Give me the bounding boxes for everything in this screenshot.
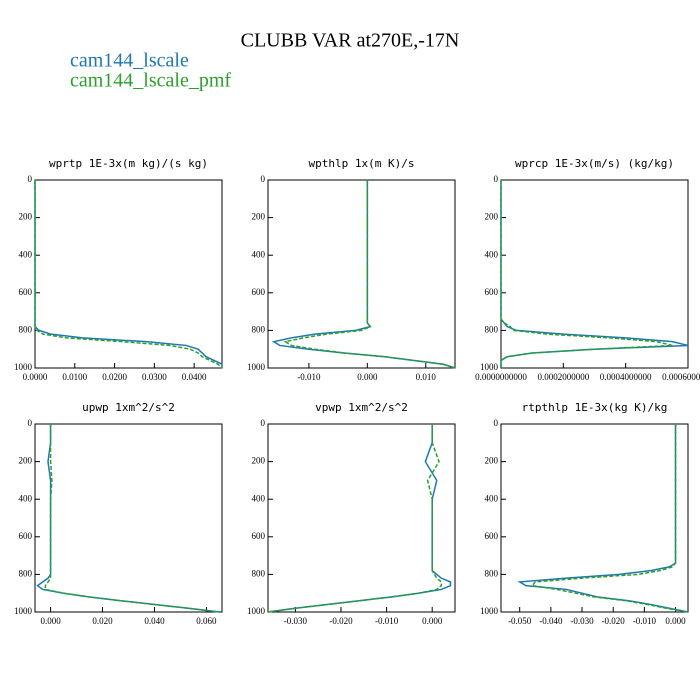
figure-title: CLUBB VAR at270E,-17N — [241, 30, 460, 52]
y-tick-label: 200 — [19, 456, 33, 466]
panel-title: wpthlp 1x(m K)/s — [309, 157, 415, 170]
panel-title: wprcp 1E-3x(m/s) (kg/kg) — [515, 157, 674, 170]
y-tick-label: 200 — [252, 456, 266, 466]
profile-line — [271, 180, 456, 369]
y-tick-label: 200 — [485, 212, 499, 222]
legend-entry: cam144_lscale — [70, 50, 189, 72]
x-tick-label: -0.050 — [508, 616, 532, 626]
y-tick-label: 400 — [252, 249, 266, 259]
x-tick-label: 0.0000 — [23, 372, 48, 382]
y-tick-label: 0 — [28, 174, 33, 184]
y-tick-label: 600 — [252, 531, 266, 541]
y-tick-label: 200 — [485, 456, 499, 466]
x-tick-label: 0.0006000000 — [662, 372, 700, 382]
x-tick-label: 0.060 — [196, 616, 217, 626]
y-tick-label: 0 — [494, 174, 499, 184]
profile-line — [44, 424, 220, 613]
panel-title: vpwp 1xm^2/s^2 — [315, 401, 408, 414]
x-tick-label: 0.0200 — [102, 372, 127, 382]
x-tick-label: 0.0000000000 — [475, 372, 527, 382]
profile-line — [267, 424, 452, 613]
x-tick-label: 0.000 — [665, 616, 686, 626]
profile-line — [34, 180, 223, 368]
y-tick-label: 600 — [19, 287, 33, 297]
x-tick-label: 0.040 — [144, 616, 165, 626]
plot-frame — [267, 179, 456, 369]
plot-frame — [500, 179, 689, 369]
x-tick-label: -0.030 — [570, 616, 594, 626]
x-tick-label: -0.010 — [297, 372, 321, 382]
x-tick-label: -0.030 — [284, 616, 308, 626]
plot-frame — [500, 423, 689, 613]
y-tick-label: 200 — [252, 212, 266, 222]
y-tick-label: 0 — [261, 418, 266, 428]
profile-line — [283, 180, 456, 369]
x-tick-label: 0.0400 — [182, 372, 207, 382]
profile-line — [34, 180, 223, 369]
profile-line — [500, 180, 673, 368]
x-tick-label: -0.020 — [602, 616, 626, 626]
y-tick-label: 400 — [19, 249, 33, 259]
x-tick-label: -0.010 — [375, 616, 399, 626]
profile-line — [530, 424, 689, 613]
y-tick-label: 200 — [19, 212, 33, 222]
legend-entry: cam144_lscale_pmf — [70, 70, 231, 92]
y-tick-label: 400 — [485, 493, 499, 503]
x-tick-label: 0.0004000000 — [600, 372, 652, 382]
x-tick-label: 0.0100 — [62, 372, 87, 382]
x-tick-label: -0.010 — [633, 616, 657, 626]
y-tick-label: 0 — [261, 174, 266, 184]
plot-frame — [34, 179, 223, 369]
x-tick-label: 0.010 — [416, 372, 437, 382]
panel-title: rtpthlp 1E-3x(kg K)/kg — [522, 401, 668, 414]
y-tick-label: 1000 — [14, 606, 33, 616]
y-tick-label: 600 — [19, 531, 33, 541]
y-tick-label: 1000 — [14, 362, 33, 372]
y-tick-label: 0 — [494, 418, 499, 428]
x-tick-label: 0.000 — [357, 372, 378, 382]
y-tick-label: 800 — [485, 568, 499, 578]
y-tick-label: 800 — [19, 568, 33, 578]
x-tick-label: 0.000 — [422, 616, 443, 626]
y-tick-label: 600 — [485, 287, 499, 297]
y-tick-label: 800 — [19, 324, 33, 334]
y-tick-label: 800 — [485, 324, 499, 334]
y-tick-label: 400 — [19, 493, 33, 503]
x-tick-label: 0.0002000000 — [537, 372, 589, 382]
profile-line — [267, 424, 443, 613]
x-tick-label: 0.0300 — [142, 372, 167, 382]
y-tick-label: 1000 — [480, 606, 499, 616]
y-tick-label: 800 — [252, 568, 266, 578]
panel-title: upwp 1xm^2/s^2 — [82, 401, 175, 414]
y-tick-label: 600 — [485, 531, 499, 541]
y-tick-label: 1000 — [480, 362, 499, 372]
y-tick-label: 0 — [28, 418, 33, 428]
profile-line — [500, 180, 689, 368]
profile-line — [36, 424, 220, 613]
x-tick-label: 0.020 — [92, 616, 113, 626]
y-tick-label: 400 — [485, 249, 499, 259]
y-tick-label: 400 — [252, 493, 266, 503]
plot-frame — [34, 423, 223, 613]
x-tick-label: 0.000 — [40, 616, 61, 626]
plot-frame — [267, 423, 456, 613]
y-tick-label: 600 — [252, 287, 266, 297]
y-tick-label: 800 — [252, 324, 266, 334]
y-tick-label: 1000 — [247, 362, 266, 372]
profile-line — [517, 424, 689, 613]
x-tick-label: -0.020 — [329, 616, 353, 626]
x-tick-label: -0.040 — [539, 616, 563, 626]
panel-title: wprtp 1E-3x(m kg)/(s kg) — [49, 157, 208, 170]
y-tick-label: 1000 — [247, 606, 266, 616]
